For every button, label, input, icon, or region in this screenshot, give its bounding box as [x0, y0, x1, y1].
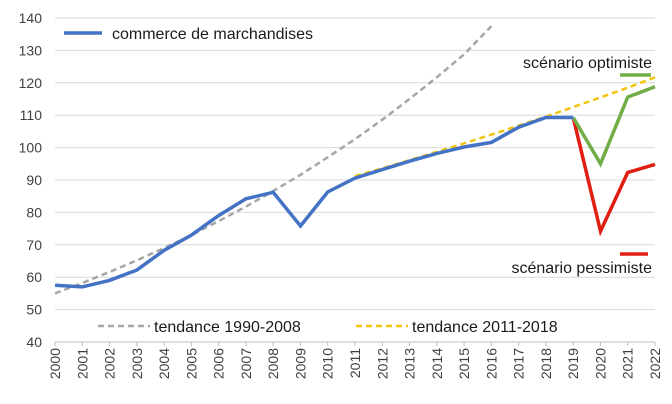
- series-line-scenario-optimiste: [571, 85, 656, 168]
- x-tick-label: 2010: [320, 348, 336, 379]
- y-tick-label: 90: [26, 172, 42, 188]
- y-tick-label: 140: [19, 10, 43, 26]
- x-tick-label: 2018: [538, 348, 554, 379]
- x-tick-label: 2016: [483, 348, 499, 379]
- legend-label-optimiste: scénario optimiste: [523, 55, 652, 72]
- y-tick-label: 60: [26, 269, 42, 285]
- y-tick-label: 110: [20, 107, 43, 123]
- legend: commerce de marchandises scénario optimi…: [64, 26, 652, 336]
- x-tick-label: 2015: [456, 348, 472, 379]
- y-tick-label: 50: [26, 302, 42, 318]
- legend-label-tendance-1990-2008: tendance 1990-2008: [154, 319, 301, 336]
- x-tick-label: 2020: [592, 348, 608, 379]
- x-tick-label: 2011: [347, 348, 363, 378]
- series-lines: [54, 25, 656, 295]
- x-tick-label: 2006: [211, 348, 227, 379]
- series-line-tendance-1990-2008: [54, 25, 493, 295]
- legend-label-commerce: commerce de marchandises: [112, 26, 313, 43]
- x-tick-label: 2007: [238, 348, 254, 379]
- x-tick-label: 2003: [129, 348, 145, 379]
- axes: 40 50 60 70 80 90 100 110 120 130 140 2000 2001 2002 2…: [19, 10, 663, 379]
- x-tick-label: 2021: [620, 348, 636, 379]
- x-tick-label: 2019: [565, 348, 581, 379]
- y-tick-label: 40: [26, 334, 42, 350]
- x-tick-label: 2017: [511, 348, 527, 379]
- x-tick-label: 2000: [47, 348, 63, 379]
- series-line-commerce-de-marchandises: [54, 115, 574, 289]
- series-line-scenario-pessimiste: [571, 117, 656, 237]
- x-tick-label: 2012: [374, 348, 390, 379]
- legend-label-tendance-2011-2018: tendance 2011-2018: [412, 319, 558, 336]
- y-tick-label: 130: [19, 42, 43, 58]
- x-tick-label: 2008: [265, 348, 281, 379]
- legend-label-pessimiste: scénario pessimiste: [512, 260, 653, 277]
- y-tick-label: 70: [26, 237, 42, 253]
- y-tick-label: 100: [19, 140, 43, 156]
- y-tick-label: 120: [19, 75, 43, 91]
- x-tick-label: 2022: [647, 348, 663, 379]
- series-line-tendance-2011-2018: [354, 76, 656, 178]
- y-tick-label: 80: [26, 204, 42, 220]
- x-tick-label: 2014: [429, 348, 445, 379]
- x-tick-label: 2004: [156, 348, 172, 379]
- x-tick-label: 2013: [402, 348, 418, 379]
- x-tick-label: 2005: [183, 348, 199, 379]
- x-tick-label: 2001: [74, 348, 90, 379]
- x-tick-label: 2009: [292, 348, 308, 379]
- x-tick-label: 2002: [102, 348, 118, 379]
